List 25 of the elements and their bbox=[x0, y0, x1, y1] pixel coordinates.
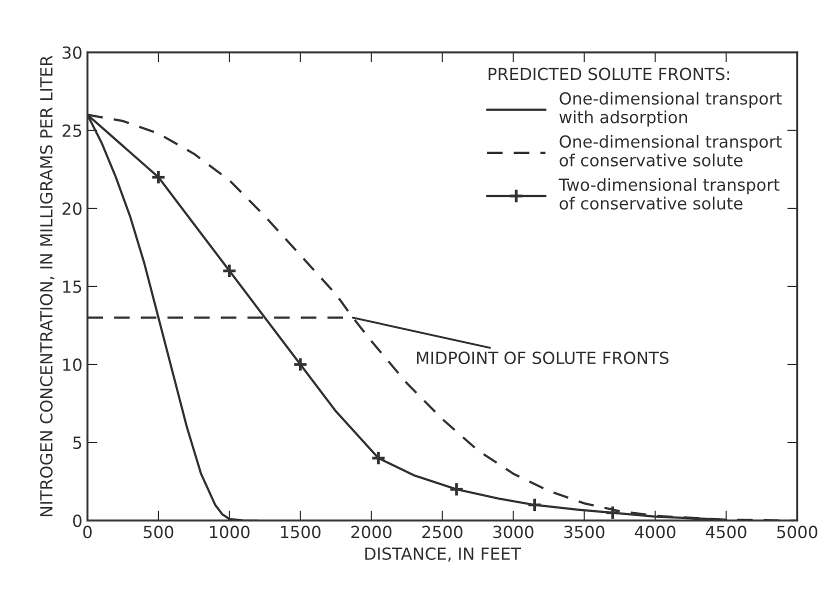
y-tick-label: 20 bbox=[62, 202, 82, 215]
y-tick-label: 10 bbox=[63, 358, 82, 372]
legend-label: One-dimensional transport with adsorption bbox=[559, 92, 782, 127]
x-tick-label: 2000 bbox=[351, 526, 392, 538]
x-tick-label: 3000 bbox=[493, 526, 534, 538]
legend-label: One-dimensional transport of conservative solute bbox=[560, 134, 782, 167]
x-tick-label: 1000 bbox=[210, 526, 250, 538]
legend-label: Two-dimensional transport of conservative solute bbox=[558, 178, 780, 210]
legend-title: PREDICTED SOLUTE FRONTS: bbox=[488, 68, 730, 80]
y-tick-label: 5 bbox=[73, 436, 82, 450]
x-tick-label: 4000 bbox=[634, 526, 676, 538]
y-axis-title: NITROGEN CONCENTRATION, IN MILLIGRAMS PER LITER bbox=[40, 56, 54, 516]
x-tick-label: 0 bbox=[83, 526, 92, 538]
x-tick-label: 2500 bbox=[422, 526, 462, 538]
y-tick-label: 30 bbox=[62, 46, 82, 59]
x-axis-title: DISTANCE, IN FEET bbox=[365, 547, 522, 562]
y-tick-label: 15 bbox=[63, 280, 82, 294]
x-tick-label: 1500 bbox=[281, 526, 320, 538]
y-tick-label: 25 bbox=[62, 124, 82, 137]
x-tick-label: 3500 bbox=[564, 526, 604, 538]
y-tick-label: 0 bbox=[73, 514, 82, 528]
x-tick-label: 500 bbox=[144, 526, 174, 538]
x-tick-label: 4500 bbox=[706, 526, 746, 538]
x-tick-label: 5000 bbox=[777, 526, 818, 538]
annotation: MIDPOINT OF SOLUTE FRONTS bbox=[417, 352, 669, 364]
